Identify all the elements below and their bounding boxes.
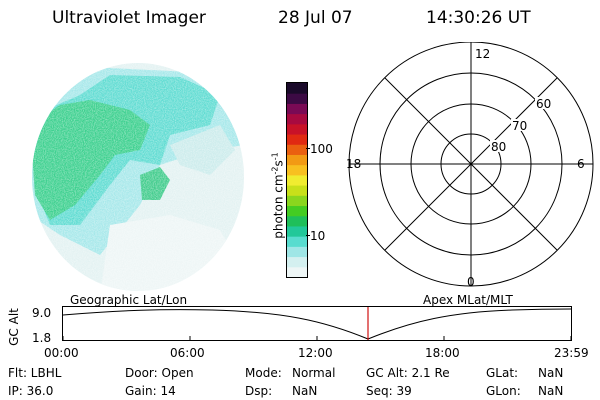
glat-label: GLat: bbox=[486, 366, 519, 380]
altitude-curve bbox=[62, 308, 572, 340]
polar-hour-18: 18 bbox=[346, 157, 361, 171]
colorbar-band-crimson bbox=[287, 123, 307, 135]
colorbar-band-pale-cyan bbox=[287, 256, 307, 268]
gain-info: Gain: 14 bbox=[125, 384, 176, 398]
ip-info: IP: 36.0 bbox=[8, 384, 54, 398]
colorbar-band-red-orange bbox=[287, 144, 307, 155]
door-info: Door: Open bbox=[125, 366, 194, 380]
polar-grid: 12 18 6 0 60 70 80 bbox=[346, 42, 594, 289]
time-label: 14:30:26 UT bbox=[426, 8, 531, 28]
timeline-frame bbox=[62, 306, 572, 341]
apex-label: Apex MLat/MLT bbox=[423, 293, 513, 307]
glat-value: NaN bbox=[538, 366, 564, 380]
seq-info: Seq: 39 bbox=[366, 384, 412, 398]
colorbar-band-yellow bbox=[287, 174, 307, 186]
colorbar-gradient bbox=[287, 83, 307, 277]
polar-diagonal-2 bbox=[384, 77, 558, 251]
colorbar-band-cyan bbox=[287, 236, 307, 247]
y-tick-top: 9.0 bbox=[32, 306, 52, 320]
gc-alt-axis-label: GC Alt bbox=[7, 308, 21, 346]
colorbar-band-yellow-green bbox=[287, 185, 307, 196]
colorbar bbox=[286, 82, 308, 278]
polar-lat-80: 80 bbox=[491, 140, 506, 154]
colorbar-band-green bbox=[287, 215, 307, 227]
colorbar-tickmark-100 bbox=[306, 148, 310, 149]
colorbar-band-green bbox=[287, 205, 307, 217]
colorbar-unit-label: photon cm-2s-1 bbox=[270, 152, 286, 239]
mode-value: Normal bbox=[292, 366, 336, 380]
dsp-label: Dsp: bbox=[245, 384, 273, 398]
mode-label: Mode: bbox=[245, 366, 282, 380]
colorbar-band-orange bbox=[287, 154, 307, 166]
time-tick-0000: 00:00 bbox=[44, 346, 79, 360]
filter-info: Flt: LBHL bbox=[8, 366, 62, 380]
polar-lat-70: 70 bbox=[512, 119, 527, 133]
time-tick-1200: 12:00 bbox=[298, 346, 333, 360]
colorbar-tick-10: 10 bbox=[310, 229, 326, 243]
colorbar-band-teal bbox=[287, 225, 307, 237]
y-tick-bottom: 1.8 bbox=[32, 331, 52, 345]
glon-label: GLon: bbox=[486, 384, 521, 398]
geographic-label: Geographic Lat/Lon bbox=[70, 293, 188, 307]
colorbar-band-black-purple bbox=[287, 83, 307, 94]
colorbar-tick-100: 100 bbox=[310, 142, 333, 156]
glon-value: NaN bbox=[538, 384, 564, 398]
time-tick-2359: 23:59 bbox=[554, 346, 589, 360]
colorbar-band-near-white bbox=[287, 266, 307, 277]
colorbar-band-dark-purple bbox=[287, 93, 307, 104]
time-tick-0600: 06:00 bbox=[170, 346, 205, 360]
colorbar-band-dark-red bbox=[287, 113, 307, 125]
colorbar-band-yellow-green bbox=[287, 195, 307, 207]
uv-image-disk bbox=[32, 63, 244, 291]
colorbar-band-red bbox=[287, 134, 307, 145]
polar-lat-60: 60 bbox=[536, 97, 551, 111]
time-tick-1800: 18:00 bbox=[425, 346, 460, 360]
polar-hour-6: 6 bbox=[577, 157, 585, 171]
altitude-timeline-plot bbox=[62, 306, 572, 341]
polar-hour-0: 0 bbox=[467, 275, 475, 289]
dsp-value: NaN bbox=[292, 384, 318, 398]
instrument-title: Ultraviolet Imager bbox=[52, 8, 206, 28]
colorbar-band-orange-yellow bbox=[287, 164, 307, 176]
colorbar-band-light-cyan bbox=[287, 246, 307, 258]
colorbar-band-purple bbox=[287, 103, 307, 115]
polar-hour-12: 12 bbox=[475, 47, 490, 61]
date-label: 28 Jul 07 bbox=[278, 8, 353, 28]
colorbar-tickmark-10 bbox=[306, 235, 310, 236]
gc-alt-info: GC Alt: 2.1 Re bbox=[366, 366, 450, 380]
